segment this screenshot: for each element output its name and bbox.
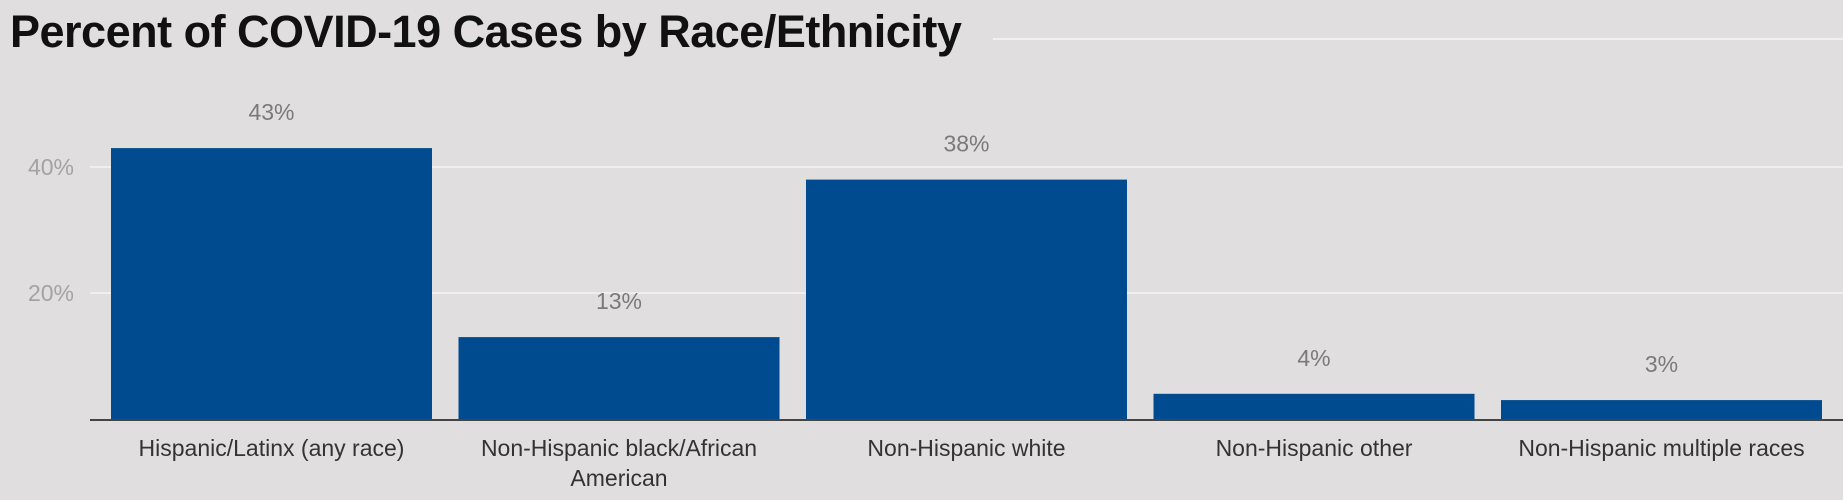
x-tick-label: Non-Hispanic other: [1216, 435, 1413, 461]
bar: [1501, 400, 1822, 419]
x-tick-label: Hispanic/Latinx (any race): [139, 435, 405, 461]
bar: [1153, 393, 1475, 419]
x-tick-label: Non-Hispanic multiple races: [1518, 435, 1804, 461]
y-tick-label: 40%: [28, 154, 74, 180]
data-label: 3%: [1645, 351, 1678, 377]
labels: 20% 40% 43% Hispanic/Latinx (any race) 13% No…: [28, 99, 1805, 491]
title-rule: [993, 38, 1843, 40]
bar: [111, 148, 432, 419]
x-tick-label: American: [570, 465, 667, 491]
y-tick-label: 20%: [28, 280, 74, 306]
data-label: 38%: [943, 131, 989, 157]
chart-title: Percent of COVID-19 Cases by Race/Ethnic…: [10, 6, 962, 57]
x-tick-label: Non-Hispanic black/African: [481, 435, 757, 461]
data-label: 43%: [248, 99, 294, 125]
data-label: 4%: [1297, 345, 1330, 371]
data-label: 13%: [596, 288, 642, 314]
bar: [806, 179, 1127, 419]
x-tick-label: Non-Hispanic white: [867, 435, 1065, 461]
bar: [458, 337, 780, 419]
bars: [111, 148, 1822, 419]
